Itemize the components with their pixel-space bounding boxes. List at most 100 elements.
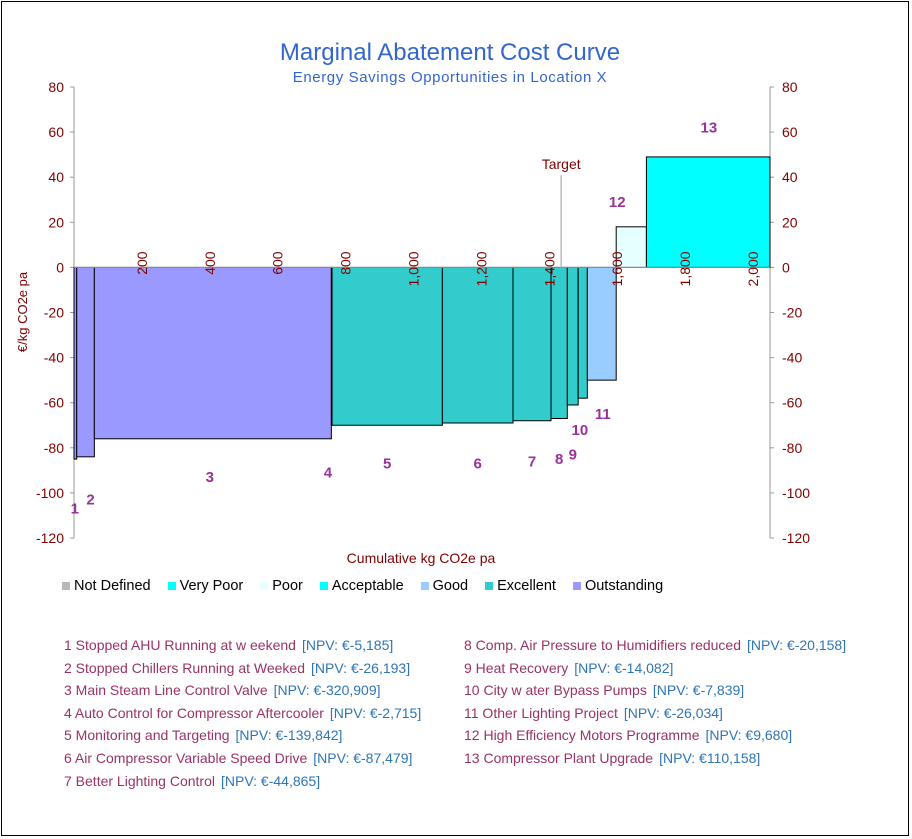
x-tick-label: 1,600 [609,251,625,286]
y-tick-label-right: 60 [782,124,798,140]
project-note: 6 Air Compressor Variable Speed Drive [NP… [64,747,421,770]
bar-label-10: 10 [572,422,589,439]
project-note: 2 Stopped Chillers Running at Weeked [NPV… [64,657,421,680]
legend-label: Excellent [497,578,556,594]
x-tick-label: 2,000 [745,251,761,286]
bar-label-12: 12 [609,194,626,211]
project-note: 5 Monitoring and Targeting [NPV: €-139,84… [64,724,421,747]
project-note: 1 Stopped AHU Running at w eekend [NPV: €… [64,634,421,657]
bar-label-1: 1 [71,501,79,518]
bar-label-9: 9 [569,447,577,464]
y-tick-label-right: 20 [782,214,798,230]
project-note: 8 Comp. Air Pressure to Humidifiers redu… [464,634,846,657]
legend-item: Acceptable [319,578,404,594]
mac-curve-chart: Marginal Abatement Cost Curve Energy Sav… [15,39,810,566]
bar-6 [441,266,514,424]
project-note: 12 High Efficiency Motors Programme [NPV:… [464,724,846,747]
project-list-left: 1 Stopped AHU Running at w eekend [NPV: €… [64,634,421,792]
bar-label-5: 5 [383,456,391,473]
bar-8 [550,266,568,419]
chart-title: Marginal Abatement Cost Curve [280,39,620,66]
x-tick-label: 1,400 [541,251,557,286]
project-npv: [NPV: €-44,865] [220,772,321,789]
legend-swatch [420,582,429,590]
bar-9 [566,266,579,406]
project-note: 9 Heat Recovery [NPV: €-14,082] [464,657,846,680]
project-npv: [NPV: €-14,082] [574,659,674,676]
project-note: 11 Other Lighting Project [NPV: €-26,034] [464,702,846,725]
legend-item: Poor [260,578,303,594]
y-tick-label-right: -20 [782,305,802,321]
legend-swatch [260,582,269,590]
project-npv: [NPV: €-7,839] [652,682,745,699]
y-tick-label-right: -80 [782,440,802,456]
legend-swatch [167,582,176,590]
x-tick-label: 400 [202,251,218,275]
x-tick-label: 1,000 [406,251,422,286]
project-npv: [NPV: €-139,842] [235,727,343,744]
legend-item: Not Defined [62,578,151,594]
y-tick-label-left: -20 [44,305,64,321]
project-label: 11 Other Lighting Project [464,704,618,721]
bar-label-4: 4 [324,465,333,482]
legend-swatch [485,582,494,590]
project-note: 7 Better Lighting Control [NPV: €-44,865] [64,770,421,793]
legend-item: Good [420,578,469,594]
y-tick-label-left: 60 [48,124,64,140]
project-label: 7 Better Lighting Control [64,772,215,789]
project-npv: [NPV: €-320,909] [273,682,381,699]
project-npv: [NPV: €9,680] [705,727,793,744]
project-label: 2 Stopped Chillers Running at Weeked [64,659,306,676]
bar-label-8: 8 [555,451,563,468]
project-label: 1 Stopped AHU Running at w eekend [64,637,296,653]
bar-13 [645,156,771,268]
bar-label-2: 2 [86,492,94,509]
project-label: 13 Compressor Plant Upgrade [464,749,654,766]
y-tick-label-left: -40 [44,350,64,366]
legend-label: Very Poor [179,578,244,594]
legend-item: Excellent [485,578,556,594]
project-label: 6 Air Compressor Variable Speed Drive [64,749,308,766]
bar-11 [586,266,617,381]
project-label: 12 High Efficiency Motors Programme [464,727,700,744]
project-npv: [NPV: €-20,158] [747,637,847,653]
y-tick-label-left: -120 [36,530,64,546]
chart-subtitle: Energy Savings Opportunities in Location… [293,69,608,86]
bar-label-6: 6 [474,456,482,473]
y-tick-label-left: 80 [48,79,64,95]
legend-item: Very Poor [167,578,244,594]
project-label: 3 Main Steam Line Control Valve [64,682,268,699]
project-label: 8 Comp. Air Pressure to Humidifiers redu… [464,637,741,653]
x-tick-label: 200 [134,251,150,275]
legend-swatch [319,582,328,590]
bar-label-7: 7 [528,453,536,470]
project-note: 10 City w ater Bypass Pumps [NPV: €-7,839… [464,679,846,702]
project-npv: [NPV: €-26,034] [623,704,723,721]
y-axis-title: €/kg CO2e pa [15,271,30,352]
project-label: 9 Heat Recovery [464,659,569,676]
x-tick-label: 800 [338,251,354,275]
legend-label: Poor [272,578,303,594]
legend-label: Outstanding [584,578,664,594]
project-npv: [NPV: €-2,715] [329,704,422,721]
legend-label: Good [432,578,469,594]
legend-swatch [62,582,70,590]
legend-label: Not Defined [74,578,151,594]
bar-7 [512,266,552,422]
y-tick-label-left: -60 [44,395,64,411]
project-npv: [NPV: €-5,185] [301,637,394,653]
project-label: 5 Monitoring and Targeting [64,727,230,744]
project-npv: [NPV: €-26,193] [311,659,411,676]
y-tick-label-left: 20 [48,214,64,230]
bar-2 [76,266,95,458]
bar-label-13: 13 [701,120,718,137]
bar-10 [577,266,588,399]
y-tick-label-right: -100 [782,485,810,501]
legend-item: Outstanding [572,578,664,594]
project-note: 3 Main Steam Line Control Valve [NPV: €-3… [64,679,421,702]
x-tick-label: 600 [270,251,286,275]
x-tick-label: 1,800 [677,251,693,286]
chart-legend: Not Defined Very Poor Poor Acceptable Good Ex… [62,578,680,594]
bar-label-11: 11 [595,406,611,423]
